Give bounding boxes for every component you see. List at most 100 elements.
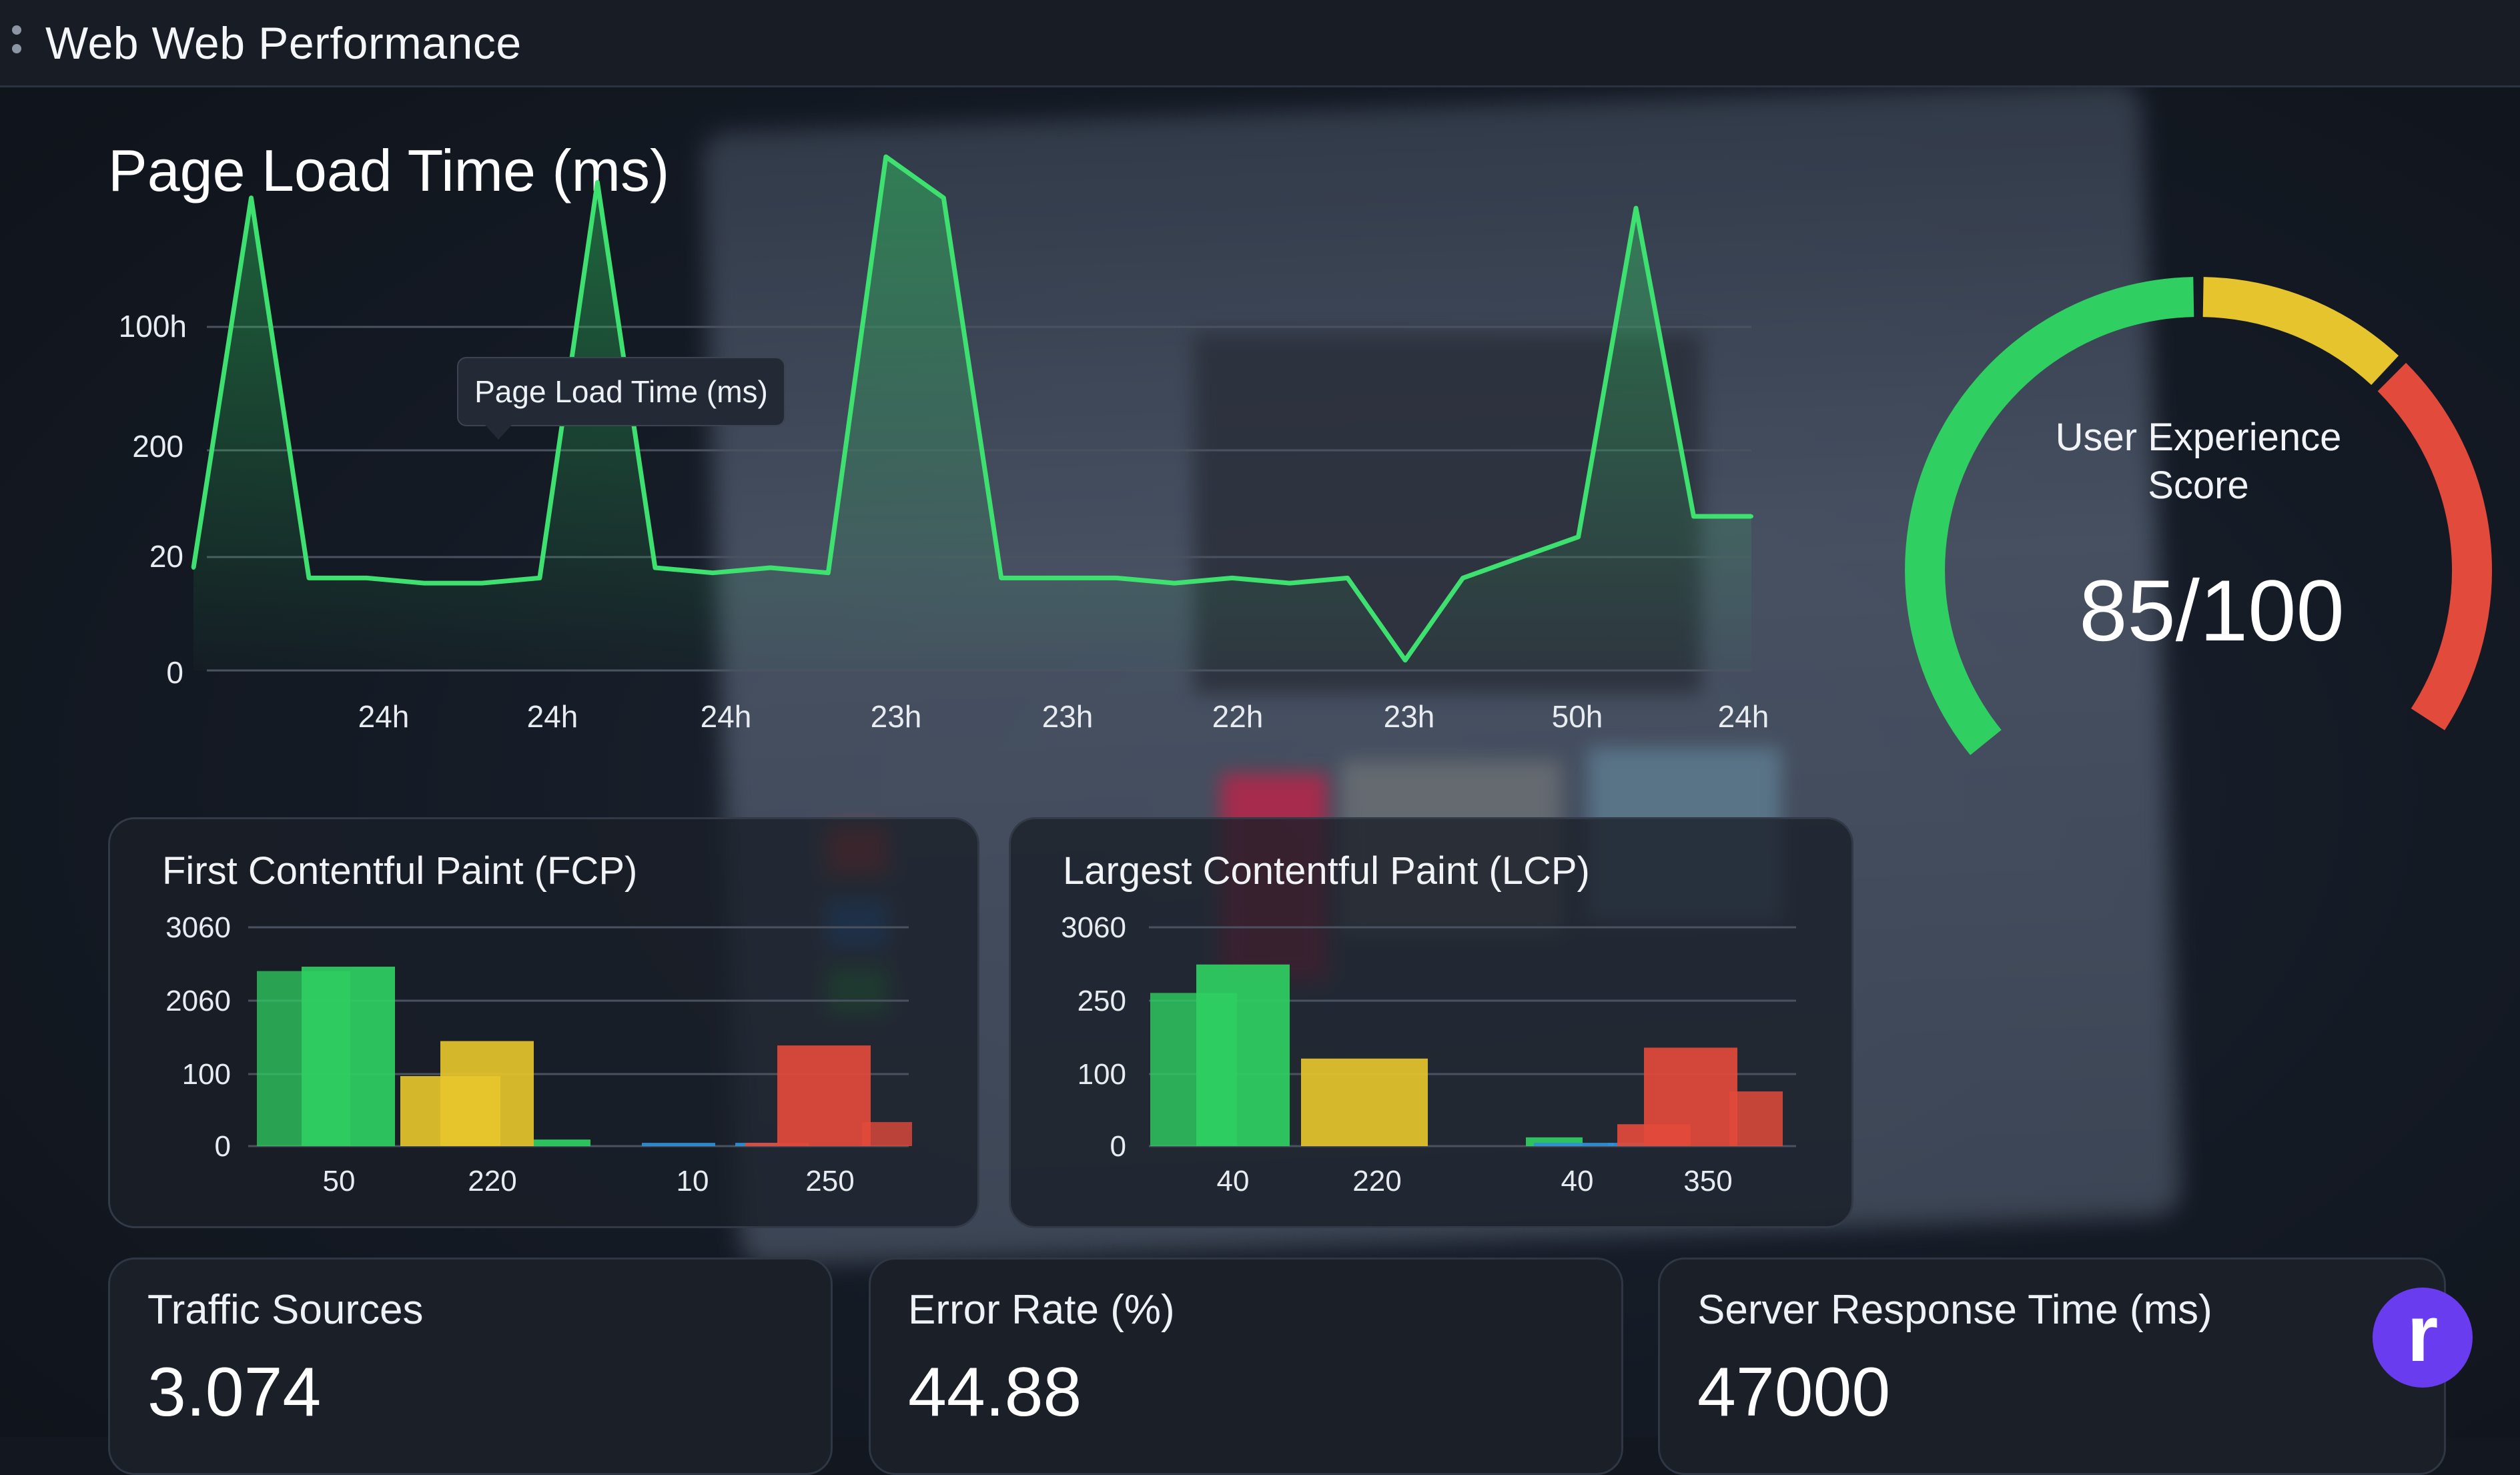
title-bar: Web Web Performance	[0, 0, 2520, 87]
x-tick-label: 50h	[1552, 699, 1603, 734]
x-tick-label: 24h	[701, 699, 752, 734]
y-tick-label: 200	[132, 429, 183, 464]
gauge-arc-red	[2377, 362, 2492, 730]
chart-tooltip: Page Load Time (ms)	[457, 357, 785, 440]
line-point	[999, 576, 1003, 580]
drag-handle-icon[interactable]	[12, 25, 21, 63]
line-point	[1288, 581, 1292, 586]
bar-yellow	[1301, 1058, 1428, 1146]
x-tick-label: 40	[1217, 1165, 1250, 1197]
line-point	[826, 570, 831, 575]
line-point	[480, 581, 484, 586]
line-point	[1172, 581, 1177, 586]
error-rate-value: 44.88	[908, 1354, 1082, 1431]
line-point	[711, 570, 715, 575]
line-point	[1749, 514, 1753, 518]
y-tick-label: 100	[182, 1058, 231, 1091]
line-point	[1460, 576, 1465, 580]
bar-red	[1644, 1047, 1737, 1146]
line-point	[1230, 576, 1234, 580]
lcp-bar-chart: 3060 250 100 0 40 220 40 350	[1061, 911, 1796, 1197]
y-tick-label: 20	[149, 539, 183, 574]
x-tick-label: 22h	[1212, 699, 1264, 734]
x-tick-label: 220	[1352, 1165, 1401, 1197]
bar-red	[862, 1121, 912, 1146]
page-load-chart-title: Page Load Time (ms)	[108, 137, 670, 203]
x-tick-label: 350	[1683, 1165, 1732, 1197]
y-tick-label: 250	[1078, 985, 1126, 1017]
line-point	[1403, 658, 1408, 662]
y-tick-label: 0	[1110, 1130, 1126, 1163]
bar-blue	[1534, 1143, 1614, 1146]
server-response-title: Server Response Time (ms)	[1697, 1287, 2212, 1333]
x-tick-label: 50	[323, 1165, 356, 1197]
page-load-line-chart: 100h 200 20 0 24h 24h 24h 23h 23h 22h 23…	[119, 154, 1769, 734]
server-response-value: 47000	[1697, 1354, 1891, 1431]
app-title: Web Web Performance	[45, 18, 522, 69]
bar-green	[1196, 964, 1290, 1146]
gauge-arc-yellow	[2202, 277, 2399, 386]
y-tick-label: 2060	[165, 985, 231, 1017]
fcp-card[interactable]: First Contentful Paint (FCP)	[108, 817, 979, 1228]
x-tick-label: 10	[677, 1165, 709, 1197]
bar-red	[1729, 1091, 1783, 1146]
line-point	[1114, 576, 1119, 580]
bar-yellow	[440, 1041, 534, 1146]
bar-red	[745, 1143, 809, 1146]
x-tick-label: 24h	[527, 699, 578, 734]
user-experience-gauge	[1905, 277, 2492, 755]
line-point	[537, 576, 542, 580]
line-point	[364, 576, 369, 580]
lcp-card-title: Largest Contentful Paint (LCP)	[1063, 849, 1590, 893]
fcp-card-title: First Contentful Paint (FCP)	[162, 849, 638, 893]
traffic-sources-value: 3.074	[147, 1354, 322, 1431]
x-tick-label: 250	[805, 1165, 854, 1197]
line-point	[422, 581, 426, 586]
line-point	[1057, 576, 1062, 580]
line-points	[191, 155, 1753, 662]
gauge-label-line2: Score	[2148, 464, 2249, 507]
y-tick-label: 100	[1078, 1058, 1126, 1091]
gauge-label-line1: User Experience	[2055, 416, 2342, 459]
fcp-bar-chart: 3060 2060 100 0 50 220 10 250	[165, 911, 912, 1197]
line-point	[1345, 576, 1350, 580]
x-tick-label: 24h	[358, 699, 410, 734]
gauge-score-value: 85/100	[2079, 562, 2345, 659]
line-point	[595, 180, 600, 185]
traffic-sources-card[interactable]: Traffic Sources 3.074	[108, 1258, 833, 1475]
server-response-card[interactable]: Server Response Time (ms) 47000	[1658, 1258, 2446, 1475]
y-tick-label: 0	[215, 1130, 231, 1163]
traffic-sources-title: Traffic Sources	[147, 1287, 424, 1333]
bar-green	[302, 967, 395, 1146]
line-point	[883, 155, 888, 159]
line-point	[1519, 555, 1523, 560]
line-point	[1634, 206, 1639, 210]
line-point	[306, 576, 311, 580]
y-tick-label: 0	[166, 655, 183, 690]
x-tick-label: 40	[1561, 1165, 1594, 1197]
lcp-card[interactable]: Largest Contentful Paint (LCP)	[1009, 817, 1853, 1228]
line-point	[1576, 534, 1581, 539]
error-rate-title: Error Rate (%)	[908, 1287, 1175, 1333]
x-tick-label: 23h	[1384, 699, 1435, 734]
error-rate-card[interactable]: Error Rate (%) 44.88	[869, 1258, 1623, 1475]
brand-logo-icon[interactable]: r	[2373, 1288, 2473, 1388]
bar-blue	[642, 1143, 715, 1146]
x-tick-label: 220	[468, 1165, 516, 1197]
gauge-arc-green	[1905, 277, 2194, 755]
line-series	[191, 154, 1751, 663]
line-series-area	[193, 157, 1751, 670]
line-point	[1691, 514, 1696, 518]
bar-green	[534, 1139, 590, 1146]
y-tick-label: 3060	[165, 911, 231, 944]
x-tick-label: 24h	[1718, 699, 1769, 734]
x-tick-label: 23h	[871, 699, 922, 734]
gauge-label: User Experience Score	[2038, 414, 2359, 510]
y-tick-label: 3060	[1061, 911, 1126, 944]
bar-red	[777, 1045, 871, 1146]
y-tick-label: 100h	[119, 309, 187, 344]
line-point	[653, 566, 657, 570]
line-point	[191, 566, 195, 570]
line-point	[249, 195, 254, 200]
line-point	[768, 566, 773, 570]
